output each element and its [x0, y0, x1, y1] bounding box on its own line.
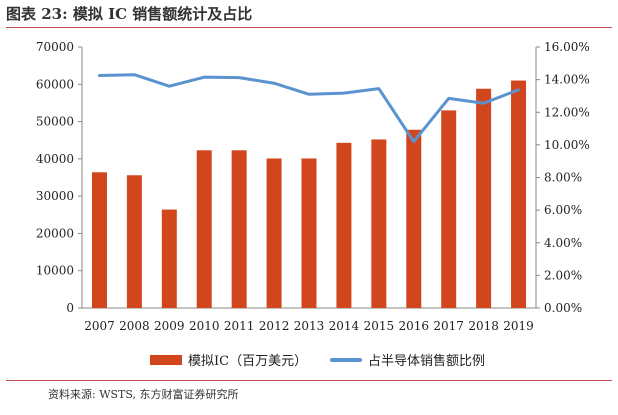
- left-tick-label: 60000: [36, 77, 74, 91]
- chart-title: 图表 23: 模拟 IC 销售额统计及占比: [6, 5, 253, 23]
- source-note: 资料来源: WSTS, 东方财富证券研究所: [48, 388, 239, 401]
- bar-2007: [91, 172, 107, 308]
- right-tick-label: 2.00%: [544, 268, 582, 282]
- x-tick-label: 2014: [329, 319, 360, 333]
- bar-2009: [161, 209, 177, 308]
- right-tick-label: 14.00%: [544, 73, 590, 87]
- left-tick-label: 0: [66, 301, 74, 315]
- bar-series: [91, 80, 527, 308]
- bar-2008: [126, 175, 142, 308]
- left-tick-label: 30000: [36, 189, 74, 203]
- bar-2019: [511, 80, 527, 308]
- bar-2016: [406, 129, 422, 308]
- bar-2011: [231, 150, 247, 308]
- chart-canvas: 0 10000 20000 30000 40000 50000 60000 70000 0.00…: [36, 40, 590, 333]
- left-tick-label: 40000: [36, 152, 74, 166]
- right-tick-label: 16.00%: [544, 40, 590, 54]
- x-tick-label: 2012: [259, 319, 290, 333]
- x-tick-label: 2008: [119, 319, 150, 333]
- legend-bar-swatch: [150, 354, 182, 365]
- source-divider: [6, 380, 612, 381]
- title-divider: [6, 27, 612, 28]
- bar-2012: [266, 158, 282, 308]
- x-tick-label: 2011: [224, 319, 255, 333]
- bar-2015: [371, 139, 387, 308]
- x-tick-label: 2007: [84, 319, 115, 333]
- bar-2018: [476, 88, 492, 308]
- x-tick-label: 2010: [189, 319, 220, 333]
- legend-line-swatch: [330, 357, 362, 362]
- right-tick-label: 6.00%: [544, 203, 582, 217]
- right-tick-label: 4.00%: [544, 236, 582, 250]
- right-tick-label: 8.00%: [544, 171, 582, 185]
- bar-2017: [441, 110, 457, 308]
- bar-2013: [301, 158, 317, 308]
- bar-2010: [196, 150, 212, 308]
- legend-item-line: 占半导体销售额比例: [330, 350, 485, 369]
- right-tick-label: 0.00%: [544, 301, 582, 315]
- x-tick-label: 2018: [468, 319, 499, 333]
- chart-legend: 模拟IC（百万美元） 占半导体销售额比例: [0, 350, 618, 370]
- line-series: [97, 73, 521, 144]
- bar-2014: [336, 142, 352, 308]
- axis-labels: 0 10000 20000 30000 40000 50000 60000 70000 0.00…: [36, 40, 590, 333]
- x-tick-label: 2016: [398, 319, 429, 333]
- left-tick-label: 50000: [36, 115, 74, 129]
- x-tick-label: 2009: [154, 319, 185, 333]
- x-tick-label: 2013: [294, 319, 325, 333]
- legend-item-bar: 模拟IC（百万美元）: [150, 350, 307, 369]
- left-tick-label: 70000: [36, 40, 74, 54]
- legend-label-bar: 模拟IC（百万美元）: [188, 354, 308, 369]
- right-tick-label: 12.00%: [544, 105, 590, 119]
- left-tick-label: 10000: [36, 264, 74, 278]
- x-tick-label: 2019: [503, 319, 534, 333]
- right-tick-label: 10.00%: [544, 138, 590, 152]
- legend-label-line: 占半导体销售额比例: [368, 354, 486, 369]
- x-tick-label: 2015: [364, 319, 395, 333]
- left-tick-label: 20000: [36, 226, 74, 240]
- x-tick-label: 2017: [433, 319, 464, 333]
